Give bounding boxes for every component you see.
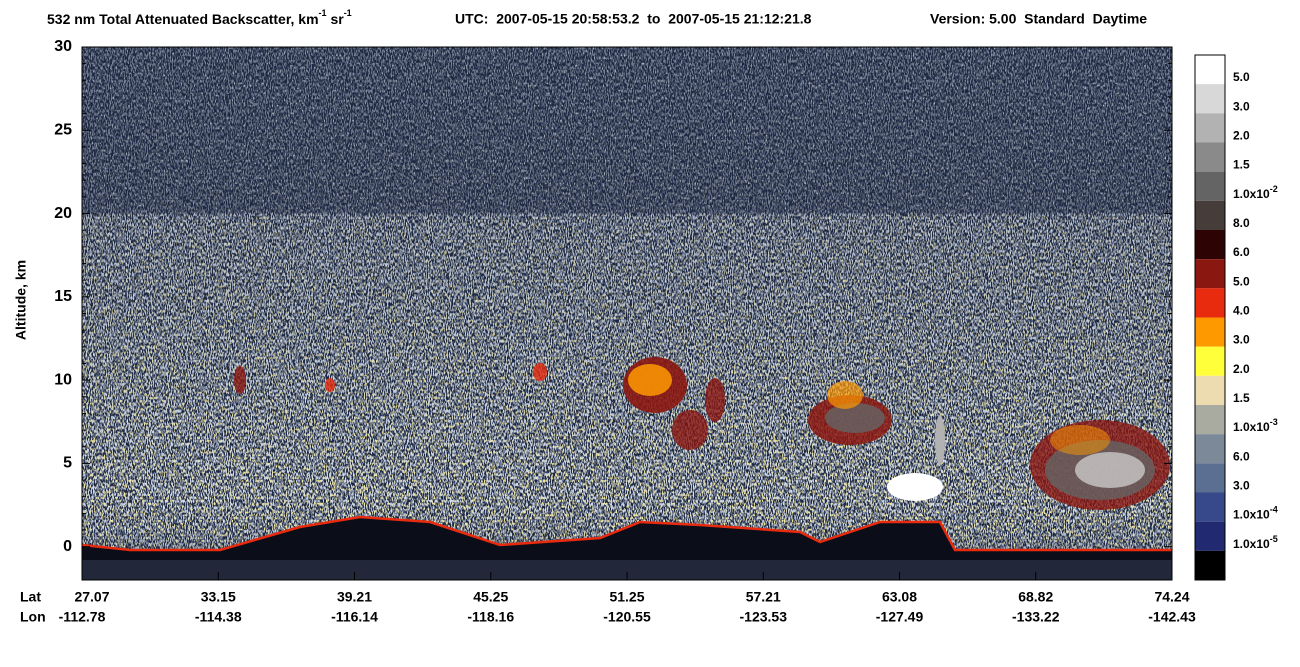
title-main: 532 nm Total Attenuated Backscatter, km: [47, 11, 319, 27]
lat-tick-label: 68.82: [1018, 589, 1053, 605]
lat-tick-label: 74.24: [1154, 589, 1189, 605]
colorbar-swatch: [1195, 405, 1225, 435]
colorbar-label-text: 1.0x10: [1233, 537, 1270, 551]
colorbar-swatch: [1195, 375, 1225, 405]
colorbar-swatch: [1195, 84, 1225, 114]
colorbar-label: 3.0: [1233, 333, 1250, 347]
colorbar-label-text: 5.0: [1233, 275, 1250, 289]
colorbar-label-text: 3.0: [1233, 333, 1250, 347]
colorbar-label-text: 3.0: [1233, 479, 1250, 493]
colorbar-label-text: 6.0: [1233, 245, 1250, 259]
colorbar-swatch: [1195, 171, 1225, 201]
colorbar-label-text: 3.0: [1233, 100, 1250, 114]
colorbar-label: 4.0: [1233, 304, 1250, 318]
title-mid: sr: [327, 11, 345, 27]
colorbar-label: 2.0: [1233, 362, 1250, 376]
y-tick-label: 5: [63, 455, 72, 472]
colorbar-label: 1.0x10-3: [1233, 418, 1278, 435]
title-sup: -1: [319, 8, 327, 18]
chart-title: 532 nm Total Attenuated Backscatter, km-…: [47, 8, 352, 26]
colorbar-label-text: 1.5: [1233, 158, 1250, 172]
colorbar-label-text: 2.0: [1233, 129, 1250, 143]
colorbar-label-text: 1.0x10: [1233, 420, 1270, 434]
colorbar-swatch: [1195, 521, 1225, 551]
lat-tick-label: 63.08: [882, 589, 917, 605]
colorbar-swatch: [1195, 550, 1225, 580]
lat-tick-label: 39.21: [337, 589, 372, 605]
lon-title: Lon: [20, 609, 46, 625]
colorbar-label-exp: -2: [1270, 184, 1278, 194]
colorbar-label: 5.0: [1233, 70, 1250, 84]
lon-tick-label: -118.16: [467, 609, 514, 625]
clouds: [234, 357, 1170, 510]
colorbar-label: 1.0x10-4: [1233, 505, 1278, 522]
lat-tick-label: 27.07: [74, 589, 109, 605]
colorbar-label-exp: -5: [1270, 534, 1278, 544]
y-tick-label: 15: [54, 288, 72, 305]
y-tick-label: 20: [54, 205, 72, 222]
colorbar-swatch: [1195, 113, 1225, 143]
colorbar-label-text: 1.0x10: [1233, 187, 1270, 201]
colorbar-label-text: 5.0: [1233, 70, 1250, 84]
y-tick-label: 0: [63, 538, 72, 555]
colorbar-label: 8.0: [1233, 216, 1250, 230]
colorbar-swatch: [1195, 55, 1225, 85]
colorbar-label-exp: -4: [1270, 505, 1278, 515]
colorbar-swatch: [1195, 259, 1225, 289]
colorbar-swatch: [1195, 434, 1225, 464]
colorbar-label-exp: -3: [1270, 418, 1278, 428]
y-tick-label: 10: [54, 371, 72, 388]
version: Version: 5.00 Standard Daytime: [930, 11, 1147, 27]
lat-tick-label: 57.21: [746, 589, 781, 605]
subsurface: [82, 517, 1172, 580]
utc-range: UTC: 2007-05-15 20:58:53.2 to 2007-05-15…: [455, 11, 812, 27]
colorbar-label: 3.0: [1233, 479, 1250, 493]
lat-tick-label: 51.25: [609, 589, 644, 605]
colorbar-swatch: [1195, 230, 1225, 260]
colorbar-label: 3.0: [1233, 100, 1250, 114]
colorbar-label: 6.0: [1233, 450, 1250, 464]
colorbar-label: 6.0: [1233, 245, 1250, 259]
colorbar-label-text: 4.0: [1233, 304, 1250, 318]
title-sup: -1: [344, 8, 352, 18]
y-tick-label: 30: [54, 38, 72, 55]
lon-tick-label: -127.49: [876, 609, 924, 625]
backscatter-curtain: [82, 47, 1172, 580]
lon-tick-label: -133.22: [1012, 609, 1060, 625]
colorbar-label: 1.0x10-5: [1233, 534, 1278, 551]
colorbar-swatch: [1195, 288, 1225, 318]
y-tick-label: 25: [54, 122, 72, 139]
lon-tick-label: -112.78: [59, 609, 106, 625]
colorbar-swatch: [1195, 200, 1225, 230]
colorbar-frame: [1194, 54, 1226, 581]
colorbar-label: 2.0: [1233, 129, 1250, 143]
colorbar-label-text: 8.0: [1233, 216, 1250, 230]
colorbar-label-text: 2.0: [1233, 362, 1250, 376]
surface-return: [82, 515, 1172, 552]
y-axis-label: Altitude, km: [13, 260, 29, 340]
lon-tick-label: -142.43: [1148, 609, 1196, 625]
colorbar-swatch: [1195, 142, 1225, 172]
colorbar-swatch: [1195, 463, 1225, 493]
colorbar-label: 1.5: [1233, 391, 1250, 405]
colorbar-label-text: 1.0x10: [1233, 508, 1270, 522]
lon-tick-label: -123.53: [740, 609, 788, 625]
lon-tick-label: -116.14: [331, 609, 378, 625]
lat-title: Lat: [20, 589, 41, 605]
lat-tick-label: 45.25: [473, 589, 508, 605]
lon-tick-label: -114.38: [195, 609, 242, 625]
colorbar-label: 1.5: [1233, 158, 1250, 172]
colorbar-label-text: 6.0: [1233, 450, 1250, 464]
lat-tick-label: 33.15: [201, 589, 236, 605]
colorbar-swatch: [1195, 492, 1225, 522]
lon-tick-label: -120.55: [603, 609, 651, 625]
colorbar-swatch: [1195, 317, 1225, 347]
colorbar-label: 1.0x10-2: [1233, 184, 1278, 201]
colorbar-label-text: 1.5: [1233, 391, 1250, 405]
colorbar-swatch: [1195, 346, 1225, 376]
colorbar-label: 5.0: [1233, 275, 1250, 289]
